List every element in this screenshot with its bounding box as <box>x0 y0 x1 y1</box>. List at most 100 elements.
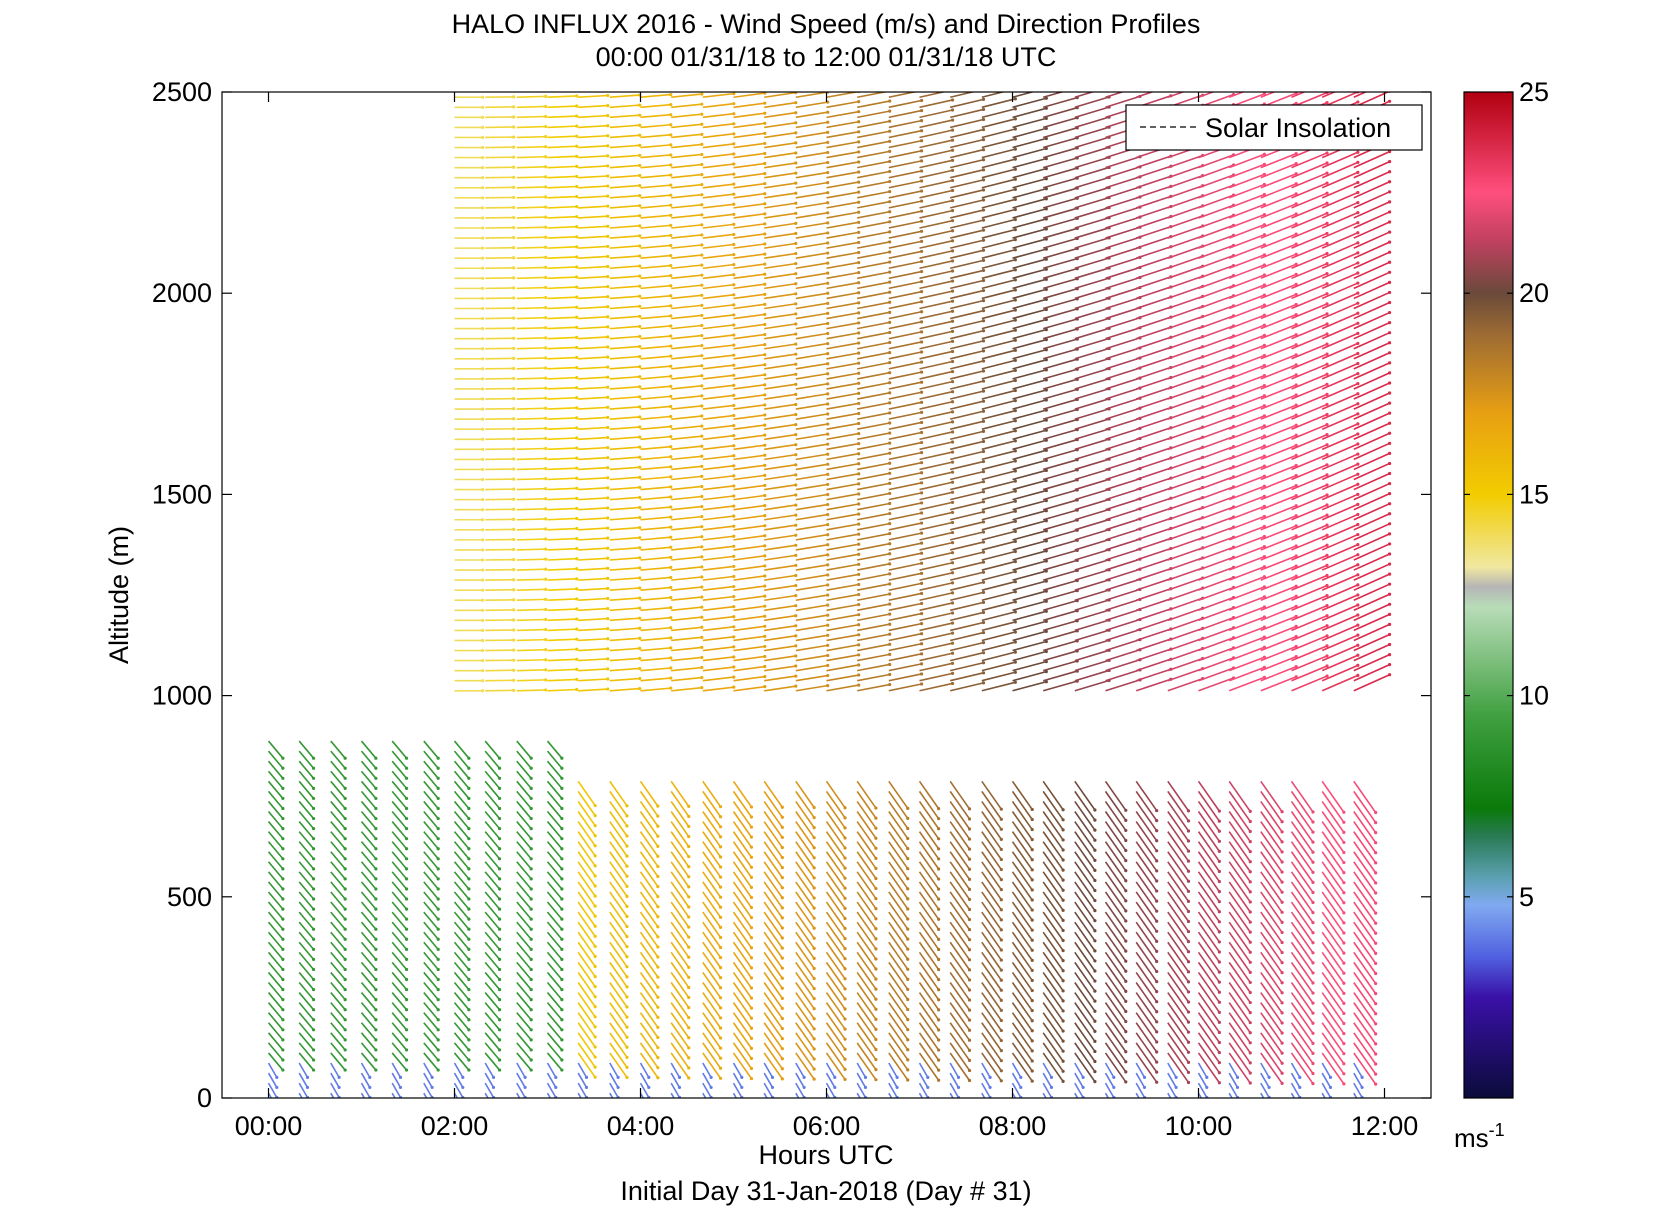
wind-arrow <box>360 871 377 890</box>
wind-arrow-head <box>749 996 754 1000</box>
wind-arrow-head <box>544 295 548 300</box>
wind-arrow-head <box>874 927 878 931</box>
wind-arrow-head <box>981 97 986 102</box>
wind-arrow-head <box>999 998 1003 1002</box>
wind-arrow-head <box>1030 1009 1034 1013</box>
wind-arrow <box>733 273 765 280</box>
wind-arrow <box>1011 982 1033 1012</box>
wind-arrow-head <box>436 887 440 891</box>
wind-arrow <box>918 961 940 991</box>
wind-arrow <box>516 407 546 410</box>
wind-arrow <box>516 166 546 169</box>
wind-arrow <box>981 590 1016 602</box>
wind-arrow-head <box>512 296 516 300</box>
wind-arrow <box>733 635 765 642</box>
wind-arrow <box>1042 308 1078 320</box>
wind-arrow <box>670 811 690 838</box>
wind-arrow <box>795 413 828 420</box>
wind-arrow-head <box>1093 818 1097 822</box>
wind-arrow <box>795 664 828 672</box>
wind-arrow <box>702 1052 722 1079</box>
wind-arrow-head <box>857 291 861 295</box>
wind-arrow <box>856 861 877 889</box>
wind-arrow <box>1105 337 1141 350</box>
wind-arrow <box>391 911 408 930</box>
wind-arrow <box>950 661 984 672</box>
wind-arrow-head <box>843 806 847 810</box>
wind-arrow <box>764 142 796 149</box>
wind-arrow-head <box>1217 1040 1221 1045</box>
wind-arrow <box>733 514 765 521</box>
wind-arrow <box>671 586 702 591</box>
wind-arrow <box>1135 941 1158 972</box>
wind-arrow <box>1042 891 1064 921</box>
wind-arrow <box>1042 1052 1064 1082</box>
wind-arrow <box>640 284 671 290</box>
wind-arrow <box>1012 540 1047 551</box>
wind-arrow-head <box>906 806 910 810</box>
wind-arrow <box>639 1002 659 1028</box>
wind-arrow <box>1135 205 1172 219</box>
wind-arrow <box>360 750 377 769</box>
wind-arrow-head <box>575 516 579 521</box>
wind-arrow-head <box>888 371 892 375</box>
wind-arrow-head <box>1217 859 1221 864</box>
wind-arrow-head <box>700 414 704 418</box>
wind-arrow-head <box>467 1018 471 1022</box>
wind-arrow <box>547 105 577 109</box>
wind-arrow <box>919 551 953 561</box>
wind-arrow-head <box>544 547 548 551</box>
wind-arrow-head <box>669 344 673 348</box>
wind-arrow <box>298 821 315 840</box>
wind-arrow <box>547 296 577 300</box>
wind-arrow <box>391 992 408 1011</box>
wind-arrow <box>950 370 984 380</box>
wind-arrow <box>609 1062 619 1078</box>
wind-arrow <box>1135 215 1172 229</box>
wind-arrow <box>825 811 846 839</box>
wind-arrow <box>702 790 722 818</box>
wind-arrow <box>1198 637 1234 652</box>
wind-arrow-head <box>529 967 533 972</box>
wind-arrow <box>919 662 953 672</box>
wind-arrow <box>546 861 563 880</box>
wind-arrow-head <box>700 323 704 328</box>
wind-arrow <box>547 286 577 290</box>
wind-arrow-head <box>1061 959 1065 963</box>
wind-arrow <box>484 1012 501 1031</box>
wind-arrow <box>1167 637 1203 652</box>
wind-arrow <box>298 750 315 769</box>
wind-arrow-head <box>981 339 986 343</box>
wind-arrow <box>546 831 563 850</box>
wind-arrow <box>856 951 877 980</box>
wind-arrow-head <box>999 948 1003 952</box>
wind-arrow <box>516 176 546 179</box>
wind-arrow-head <box>436 957 440 961</box>
wind-arrow <box>857 110 890 119</box>
wind-arrow <box>919 622 953 632</box>
wind-arrow <box>764 363 796 370</box>
wind-arrow <box>640 616 671 622</box>
wind-arrow <box>484 871 501 890</box>
wind-arrow <box>795 1032 815 1060</box>
wind-arrow-head <box>481 608 485 612</box>
wind-arrow <box>857 392 890 400</box>
wind-arrow <box>795 503 828 511</box>
wind-arrow <box>795 312 828 320</box>
wind-arrow <box>764 494 796 501</box>
wind-arrow <box>1135 821 1158 852</box>
wind-arrow <box>547 246 577 249</box>
wind-arrow-head <box>826 563 830 567</box>
wind-arrow <box>702 92 734 99</box>
wind-arrow-head <box>999 1049 1003 1053</box>
wind-arrow-head <box>1217 1030 1221 1035</box>
wind-arrow-head <box>544 245 548 249</box>
wind-arrow-head <box>575 376 579 380</box>
wind-arrow <box>298 800 315 820</box>
wind-arrow <box>764 484 796 491</box>
wind-arrow-head <box>1217 1020 1221 1024</box>
wind-arrow <box>391 861 408 880</box>
wind-arrow <box>639 931 659 958</box>
wind-arrow <box>981 168 1016 179</box>
wind-arrow-head <box>1124 929 1128 933</box>
